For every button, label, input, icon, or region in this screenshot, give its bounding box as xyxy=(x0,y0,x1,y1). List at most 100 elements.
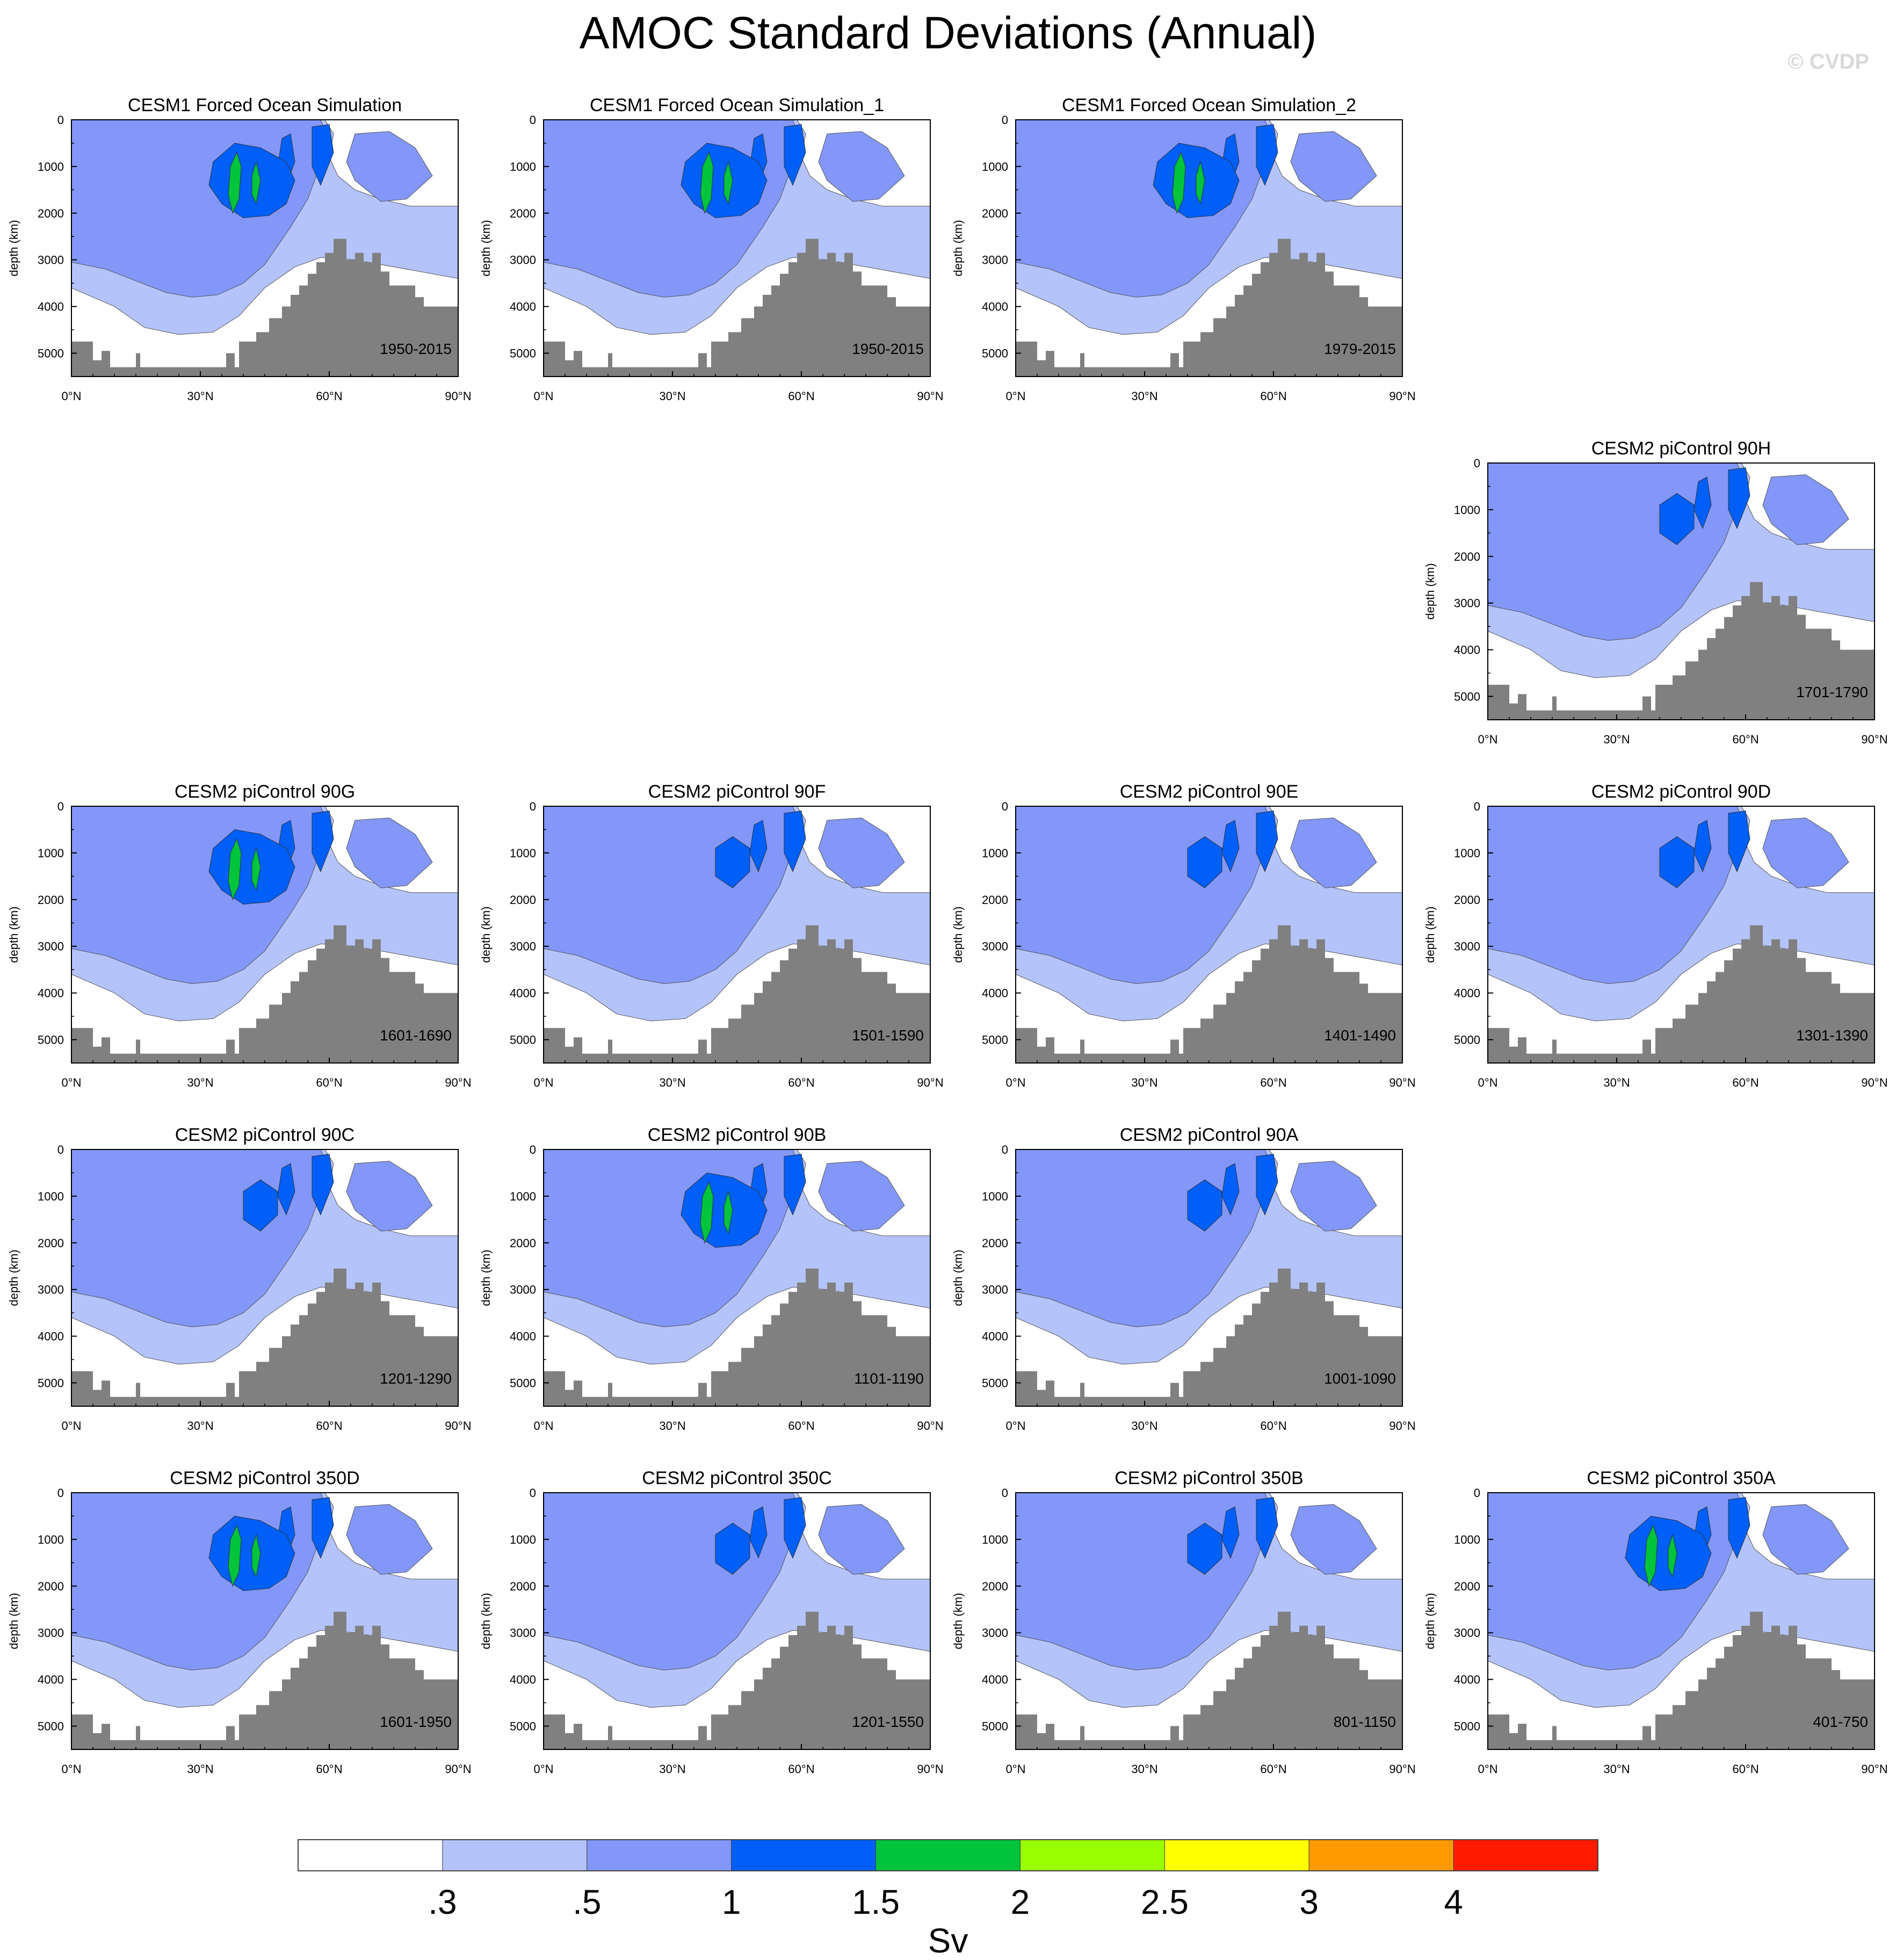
x-tick-label: 30°N xyxy=(1603,733,1630,746)
panel: CESM1 Forced Ocean Simulation 1950-2015 0 1… xyxy=(7,95,472,403)
y-axis-label: depth (km) xyxy=(1423,1593,1437,1649)
y-tick-label: 4000 xyxy=(38,1330,64,1343)
y-axis-label: depth (km) xyxy=(1423,906,1437,963)
contour-level-0.5-north xyxy=(346,131,433,202)
y-tick-label: 4000 xyxy=(982,300,1008,314)
contour-level-0.5-north xyxy=(818,1161,905,1232)
y-tick-label: 2000 xyxy=(38,1580,64,1593)
colorbar: .3 .5 1 1.5 2 2.5 3 4 Sv xyxy=(298,1839,1598,1960)
contour-field xyxy=(71,806,458,1063)
contour-field xyxy=(1488,1493,1875,1749)
y-axis-label: depth (km) xyxy=(7,906,20,963)
contour-level-1.5 xyxy=(251,847,261,892)
y-tick-label: 1000 xyxy=(1454,503,1480,517)
contour-level-0.5-north xyxy=(346,1504,433,1575)
contour-field xyxy=(544,1493,930,1749)
y-axis-label: depth (km) xyxy=(479,220,493,276)
panel: CESM2 piControl 90H 1701-1790 0 1000 2000 300… xyxy=(1423,438,1888,746)
x-tick-label: 0°N xyxy=(1478,733,1498,746)
contour-level-1 xyxy=(749,820,768,873)
x-tick-label: 90°N xyxy=(445,1419,471,1433)
y-tick-label: 5000 xyxy=(982,1377,1008,1390)
panel: CESM2 piControl 350A 401-750 0 1000 2000 3000… xyxy=(1423,1468,1888,1776)
x-tick-label: 60°N xyxy=(1260,1762,1286,1776)
y-tick-label: 3000 xyxy=(1454,1626,1480,1640)
panel-title: CESM2 piControl 90H xyxy=(1591,438,1771,459)
topography xyxy=(71,925,458,1063)
x-tick-label: 30°N xyxy=(187,1076,213,1089)
contour-level-1 xyxy=(784,811,806,872)
panel-title: CESM2 piControl 90A xyxy=(1120,1125,1299,1145)
colorbar-swatch xyxy=(298,1839,443,1871)
panel-title: CESM2 piControl 90E xyxy=(1120,782,1299,802)
y-tick-label: 0 xyxy=(1474,457,1480,470)
panel-title: CESM2 piControl 350B xyxy=(1115,1468,1304,1488)
panel-title: CESM1 Forced Ocean Simulation_2 xyxy=(1062,95,1356,115)
colorbar-label: .3 xyxy=(428,1883,457,1921)
y-tick-label: 2000 xyxy=(1454,1580,1480,1593)
x-tick-label: 90°N xyxy=(1861,733,1887,746)
x-tick-label: 0°N xyxy=(534,389,554,403)
y-tick-label: 3000 xyxy=(38,1626,64,1640)
y-tick-label: 5000 xyxy=(510,1033,536,1047)
y-tick-label: 0 xyxy=(530,1143,536,1156)
contour-level-1.5 xyxy=(228,1524,242,1587)
panel: CESM2 piControl 90C 1201-1290 0 1000 2000 300… xyxy=(7,1125,472,1433)
y-tick-label: 4000 xyxy=(1454,987,1480,1000)
contour-field xyxy=(1016,806,1402,1063)
contour-level-1 xyxy=(1256,1497,1278,1559)
y-axis-label: depth (km) xyxy=(479,1593,493,1649)
contour-field xyxy=(1488,463,1875,720)
contour-field xyxy=(544,806,930,1063)
y-axis-label: depth (km) xyxy=(479,1249,493,1306)
x-tick-label: 60°N xyxy=(316,389,342,403)
period-label: 1601-1690 xyxy=(380,1027,452,1044)
colorbar-swatch xyxy=(1164,1839,1309,1871)
x-tick-label: 60°N xyxy=(788,389,814,403)
y-tick-label: 4000 xyxy=(38,300,64,314)
x-tick-label: 0°N xyxy=(1006,389,1026,403)
panel-title: CESM2 piControl 90D xyxy=(1591,782,1771,802)
y-tick-label: 1000 xyxy=(982,847,1008,860)
panel-title: CESM2 piControl 90B xyxy=(648,1125,827,1145)
contour-level-1 xyxy=(1221,820,1240,873)
watermark: © CVDP xyxy=(1788,50,1869,74)
y-tick-label: 2000 xyxy=(38,893,64,907)
x-tick-label: 30°N xyxy=(1603,1762,1630,1776)
x-tick-label: 90°N xyxy=(445,389,471,403)
x-tick-label: 0°N xyxy=(534,1762,554,1776)
colorbar-swatch xyxy=(1453,1839,1598,1871)
contour-level-1-main xyxy=(715,1522,750,1575)
contour-level-1.5 xyxy=(228,151,242,214)
y-tick-label: 1000 xyxy=(982,1533,1008,1546)
panel-grid: CESM1 Forced Ocean Simulation 1950-2015 0 1… xyxy=(7,95,1888,1776)
colorbar-swatch xyxy=(731,1839,877,1871)
x-tick-label: 30°N xyxy=(1131,1762,1157,1776)
contour-level-1-main xyxy=(1187,1522,1222,1575)
y-tick-label: 2000 xyxy=(982,893,1008,907)
x-tick-label: 30°N xyxy=(659,389,685,403)
period-label: 401-750 xyxy=(1813,1713,1868,1730)
panel: CESM2 piControl 350B 801-1150 0 1000 2000 300… xyxy=(951,1468,1416,1776)
contour-level-1.5 xyxy=(700,1181,714,1244)
contour-level-1.5 xyxy=(723,161,733,205)
contour-level-0.5-north xyxy=(818,818,905,888)
contour-field xyxy=(544,1149,930,1406)
x-tick-label: 30°N xyxy=(1603,1076,1630,1089)
contour-level-1 xyxy=(312,1497,334,1559)
x-tick-label: 0°N xyxy=(62,389,82,403)
topography xyxy=(1016,238,1402,377)
topography xyxy=(1016,1268,1402,1406)
y-tick-label: 0 xyxy=(57,1486,64,1500)
panel: CESM1 Forced Ocean Simulation_2 1979-2015… xyxy=(951,95,1416,403)
contour-level-0.5-north xyxy=(1290,1504,1377,1575)
x-tick-label: 90°N xyxy=(917,1076,943,1089)
x-tick-label: 60°N xyxy=(788,1419,814,1433)
y-tick-label: 0 xyxy=(1002,800,1008,813)
x-tick-label: 90°N xyxy=(917,1762,943,1776)
y-tick-label: 2000 xyxy=(982,1236,1008,1250)
x-tick-label: 30°N xyxy=(659,1419,685,1433)
x-tick-label: 90°N xyxy=(1389,1076,1415,1089)
x-tick-label: 60°N xyxy=(1260,1076,1286,1089)
